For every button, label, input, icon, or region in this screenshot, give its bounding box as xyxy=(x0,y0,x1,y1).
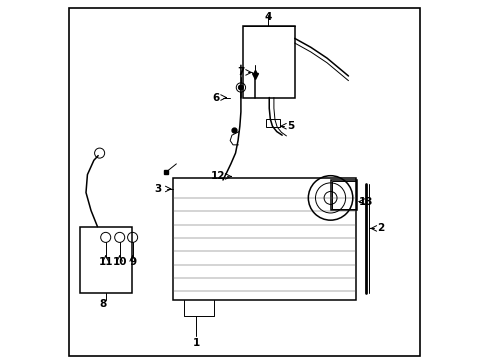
Text: 8: 8 xyxy=(99,299,106,309)
Circle shape xyxy=(238,85,243,90)
Bar xyxy=(331,181,356,210)
Bar xyxy=(80,226,131,293)
Text: 7: 7 xyxy=(237,67,244,77)
Bar xyxy=(172,178,355,300)
Text: 9: 9 xyxy=(129,257,136,267)
Bar xyxy=(242,26,294,98)
Bar xyxy=(265,120,280,127)
Text: 12: 12 xyxy=(210,171,225,181)
Text: 6: 6 xyxy=(212,93,219,103)
Text: 3: 3 xyxy=(154,184,161,194)
Text: 13: 13 xyxy=(359,197,373,207)
Text: 5: 5 xyxy=(287,121,294,131)
Text: 4: 4 xyxy=(264,12,271,22)
Text: 1: 1 xyxy=(192,338,199,348)
Text: 10: 10 xyxy=(112,257,127,267)
Text: 11: 11 xyxy=(98,257,113,267)
Text: 2: 2 xyxy=(376,224,384,233)
Bar xyxy=(330,180,357,211)
